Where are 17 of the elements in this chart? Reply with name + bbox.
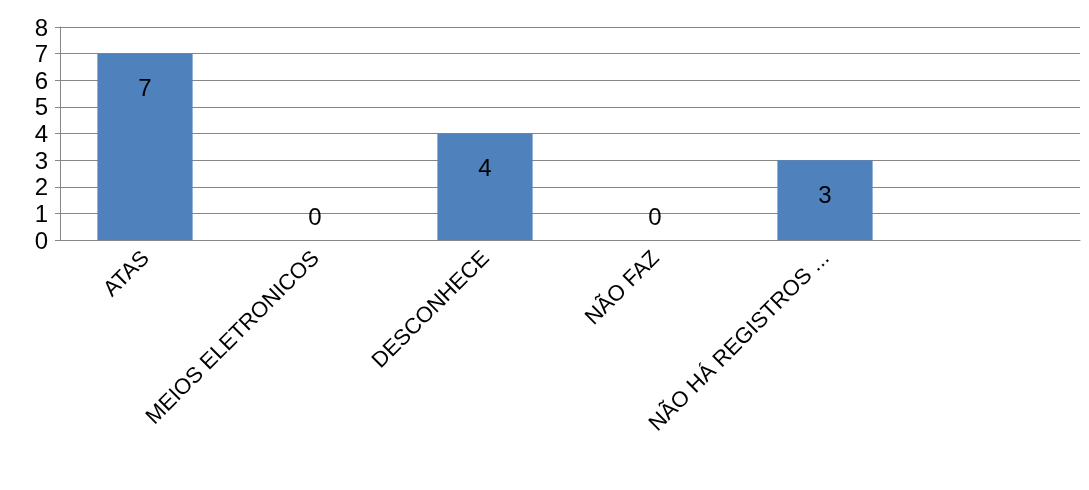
- data-label: 4: [478, 154, 492, 181]
- y-tick-label: 5: [34, 93, 48, 121]
- y-tick-label: 3: [34, 146, 48, 174]
- y-tick-label: 4: [34, 120, 48, 147]
- bar: [97, 53, 193, 240]
- bar: [777, 160, 873, 240]
- y-tick-label: 6: [34, 66, 48, 94]
- data-label: 3: [818, 180, 832, 208]
- data-label: 0: [308, 202, 322, 230]
- y-tick-label: 7: [34, 40, 48, 68]
- y-tick-label: 2: [34, 173, 48, 201]
- data-label: 7: [138, 74, 152, 102]
- y-tick-label: 1: [34, 199, 48, 227]
- y-tick-label: 8: [34, 13, 48, 41]
- y-tick-label: 0: [34, 226, 48, 254]
- data-label: 0: [648, 202, 662, 230]
- bar: [437, 133, 533, 240]
